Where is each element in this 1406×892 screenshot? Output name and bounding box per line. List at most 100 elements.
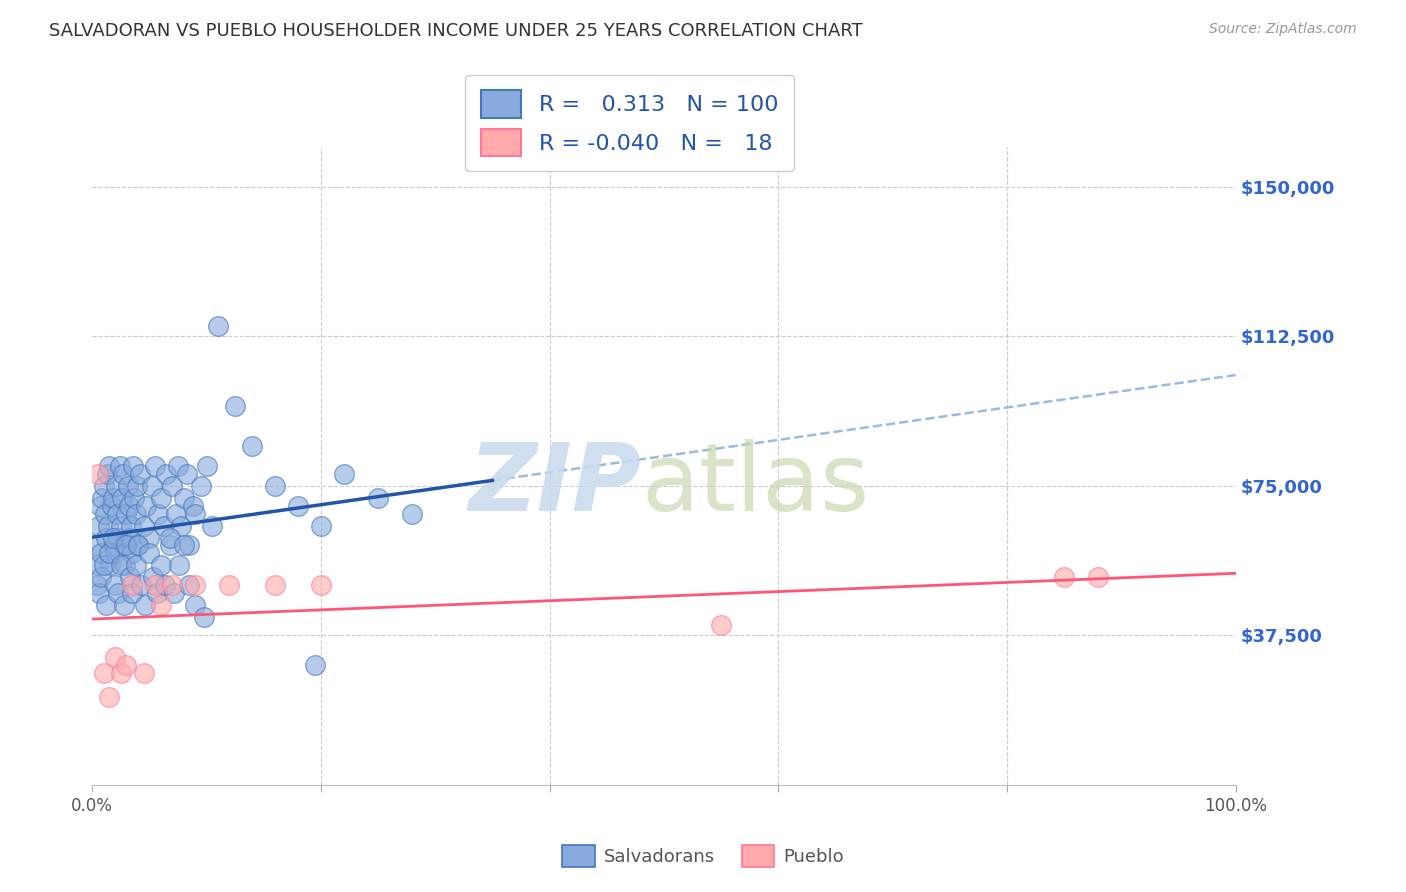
Point	[125, 478, 148, 492]
Point	[110, 666, 132, 681]
Point	[309, 578, 332, 592]
Point	[104, 650, 127, 665]
Point	[138, 546, 160, 560]
Point	[287, 499, 309, 513]
Point	[173, 491, 195, 505]
Point	[98, 458, 121, 473]
Point	[114, 558, 136, 573]
Text: Source: ZipAtlas.com: Source: ZipAtlas.com	[1209, 22, 1357, 37]
Point	[163, 586, 186, 600]
Point	[118, 531, 141, 545]
Point	[1053, 570, 1076, 584]
Point	[309, 518, 332, 533]
Point	[179, 539, 201, 553]
Point	[179, 578, 201, 592]
Point	[173, 539, 195, 553]
Point	[93, 666, 115, 681]
Point	[124, 558, 146, 573]
Point	[110, 518, 132, 533]
Point	[201, 518, 224, 533]
Point	[159, 539, 181, 553]
Point	[184, 599, 207, 613]
Point	[90, 546, 112, 560]
Point	[176, 467, 198, 481]
Point	[167, 558, 190, 573]
Point	[112, 599, 135, 613]
Point	[195, 458, 218, 473]
Point	[304, 658, 326, 673]
Point	[240, 439, 263, 453]
Point	[167, 458, 190, 473]
Point	[184, 507, 207, 521]
Point	[101, 531, 124, 545]
Point	[107, 586, 129, 600]
Point	[1087, 570, 1109, 584]
Point	[224, 399, 246, 413]
Point	[94, 507, 117, 521]
Point	[96, 467, 118, 481]
Point	[149, 491, 172, 505]
Point	[100, 558, 122, 573]
Point	[117, 478, 139, 492]
Point	[127, 539, 149, 553]
Point	[87, 586, 110, 600]
Point	[181, 499, 204, 513]
Point	[115, 539, 138, 553]
Point	[118, 570, 141, 584]
Point	[127, 539, 149, 553]
Point	[98, 690, 121, 704]
Point	[120, 518, 142, 533]
Point	[332, 467, 354, 481]
Point	[103, 539, 125, 553]
Point	[264, 478, 287, 492]
Point	[264, 578, 287, 592]
Point	[149, 558, 172, 573]
Point	[131, 578, 153, 592]
Point	[122, 458, 145, 473]
Point	[112, 467, 135, 481]
Point	[132, 666, 155, 681]
Point	[138, 531, 160, 545]
Point	[159, 531, 181, 545]
Point	[153, 518, 176, 533]
Point	[193, 610, 215, 624]
Point	[121, 546, 143, 560]
Point	[129, 467, 152, 481]
Point	[93, 558, 115, 573]
Point	[105, 478, 128, 492]
Point	[97, 518, 120, 533]
Point	[121, 578, 143, 592]
Point	[89, 499, 111, 513]
Point	[134, 599, 156, 613]
Point	[160, 578, 183, 592]
Point	[108, 458, 131, 473]
Point	[141, 478, 163, 492]
Point	[101, 491, 124, 505]
Point	[190, 478, 212, 492]
Point	[98, 546, 121, 560]
Point	[165, 507, 187, 521]
Point	[148, 507, 170, 521]
Point	[91, 491, 114, 505]
Point	[110, 558, 132, 573]
Point	[87, 558, 110, 573]
Point	[135, 499, 157, 513]
Legend: Salvadorans, Pueblo: Salvadorans, Pueblo	[555, 838, 851, 874]
Point	[143, 458, 166, 473]
Point	[115, 658, 138, 673]
Point	[105, 507, 128, 521]
Text: ZIP: ZIP	[468, 439, 641, 531]
Text: atlas: atlas	[641, 439, 869, 531]
Point	[84, 539, 107, 553]
Point	[86, 578, 108, 592]
Point	[401, 507, 423, 521]
Point	[115, 507, 138, 521]
Point	[132, 518, 155, 533]
Point	[155, 467, 177, 481]
Point	[146, 586, 169, 600]
Point	[170, 518, 193, 533]
Point	[118, 499, 141, 513]
Point	[87, 518, 110, 533]
Point	[90, 570, 112, 584]
Text: SALVADORAN VS PUEBLO HOUSEHOLDER INCOME UNDER 25 YEARS CORRELATION CHART: SALVADORAN VS PUEBLO HOUSEHOLDER INCOME …	[49, 22, 863, 40]
